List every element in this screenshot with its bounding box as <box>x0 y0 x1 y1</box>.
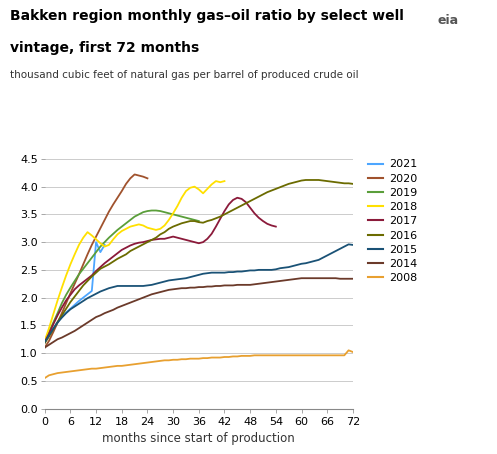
X-axis label: months since start of production: months since start of production <box>102 433 295 445</box>
Text: vintage, first 72 months: vintage, first 72 months <box>10 41 199 55</box>
Legend: 2021, 2020, 2019, 2018, 2017, 2016, 2015, 2014, 2008: 2021, 2020, 2019, 2018, 2017, 2016, 2015… <box>368 159 417 283</box>
Text: thousand cubic feet of natural gas per barrel of produced crude oil: thousand cubic feet of natural gas per b… <box>10 70 358 80</box>
Text: eia: eia <box>437 14 459 27</box>
Text: Bakken region monthly gas–oil ratio by select well: Bakken region monthly gas–oil ratio by s… <box>10 9 404 23</box>
